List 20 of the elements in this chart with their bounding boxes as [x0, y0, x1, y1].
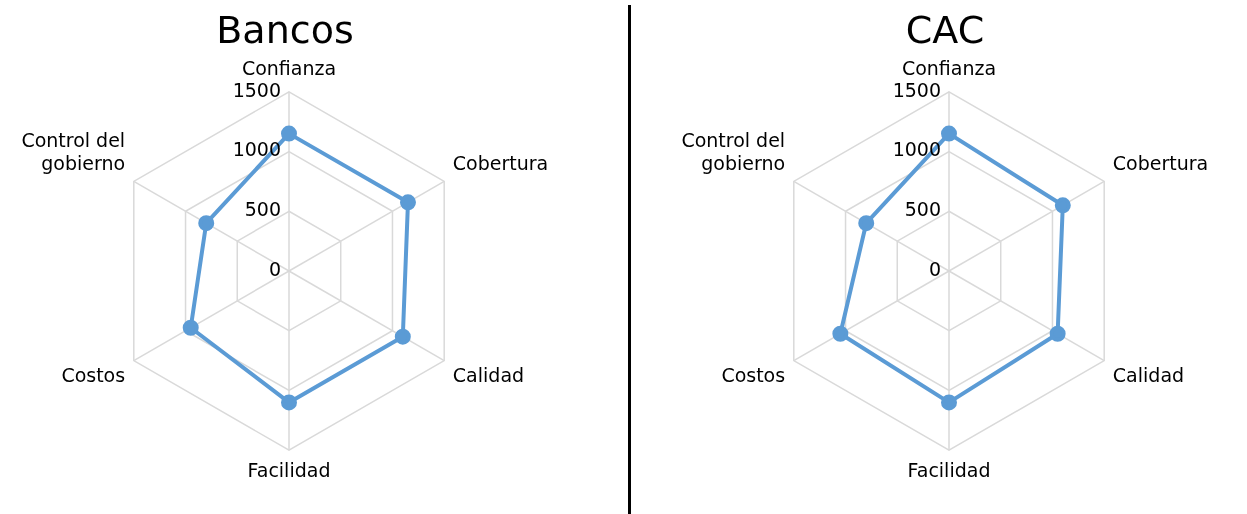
spoke-label: Confianza [241, 57, 337, 80]
spoke-label: Control del gobierno [681, 129, 786, 174]
chart-title: CAC [904, 8, 986, 52]
spoke-label: Costos [721, 363, 786, 386]
spoke-label: Cobertura [1112, 151, 1209, 174]
y-tick-label: 0 [268, 257, 281, 280]
chart-title: Bancos [215, 8, 355, 52]
y-tick-label: 1500 [232, 78, 281, 101]
spoke-label: Facilidad [907, 458, 991, 481]
y-tick-label: 1500 [892, 78, 941, 101]
spoke-label: Calidad [452, 363, 525, 386]
spoke-label: Control del gobierno [21, 129, 126, 174]
y-tick-label: 500 [904, 198, 941, 221]
spoke-label: Confianza [901, 57, 997, 80]
spoke-label: Facilidad [247, 458, 331, 481]
spoke-label: Costos [61, 363, 126, 386]
spoke-label: Calidad [1112, 363, 1185, 386]
y-tick-label: 0 [928, 257, 941, 280]
spoke-label: Cobertura [452, 151, 549, 174]
y-tick-label: 500 [244, 198, 281, 221]
